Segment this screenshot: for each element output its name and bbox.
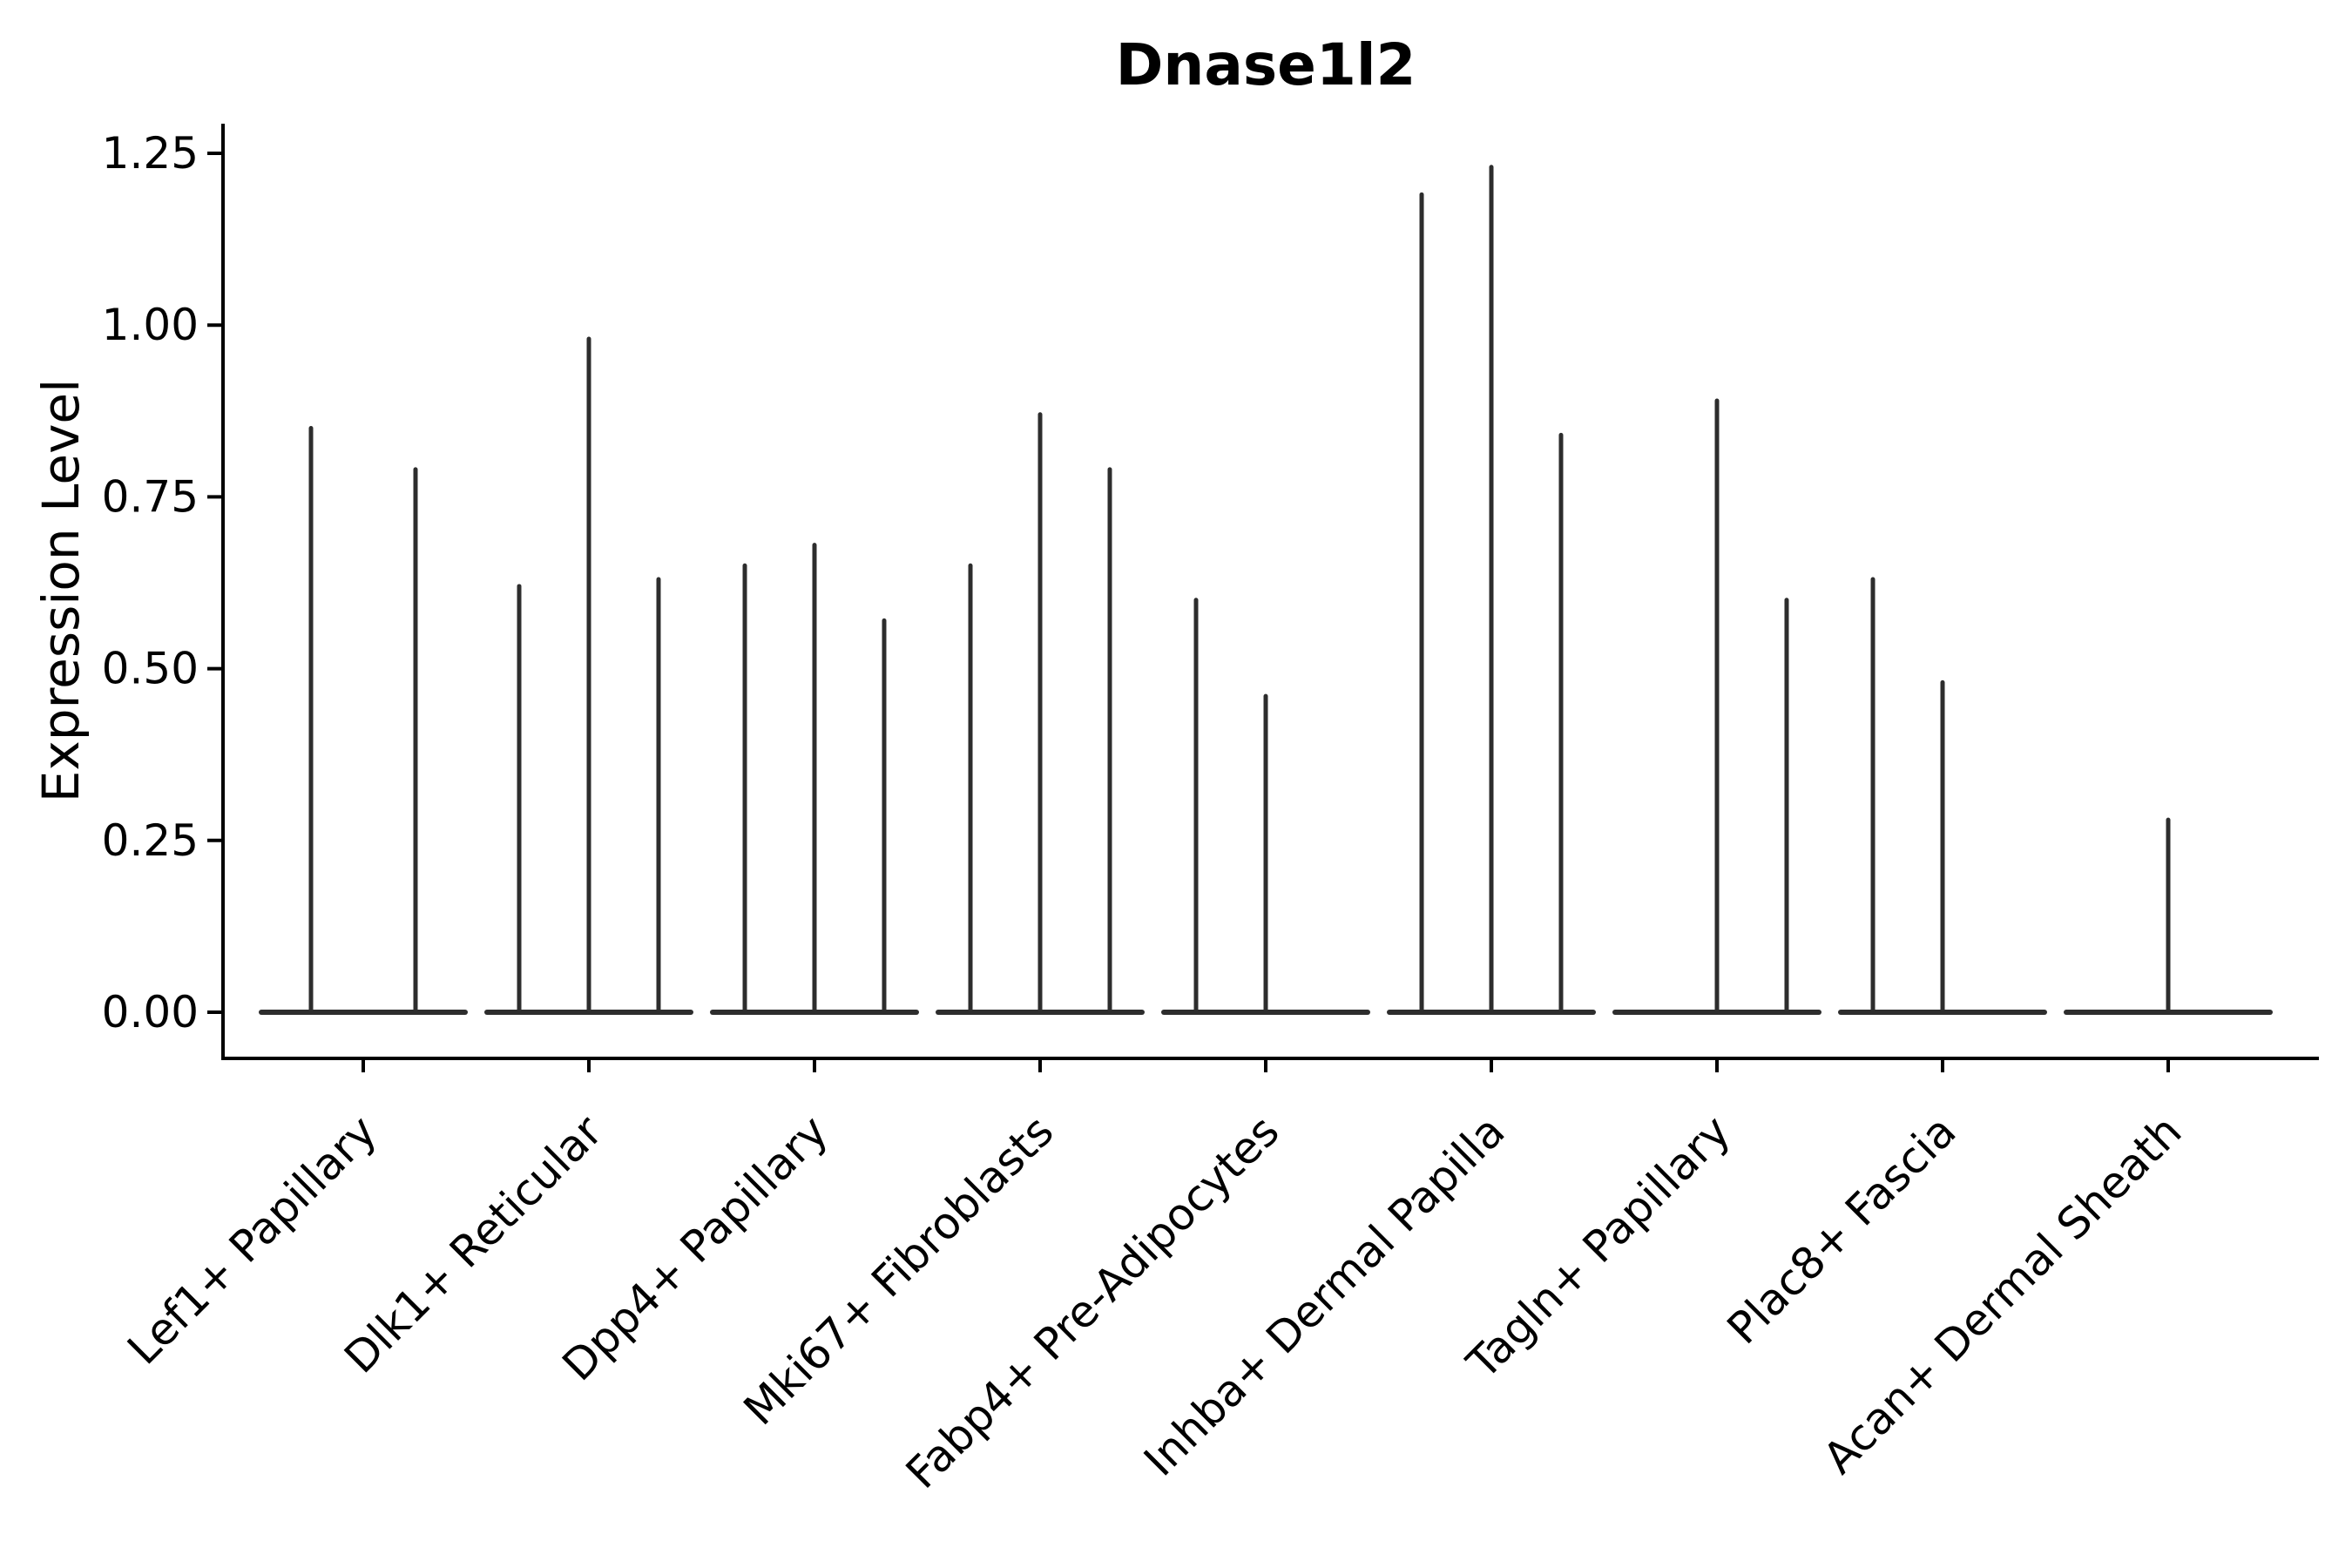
- x-tick-label: Fabp4+ Pre-Adipocytes: [896, 1105, 1289, 1498]
- y-tick-label: 0.50: [102, 644, 199, 694]
- y-tick-label: 1.25: [102, 128, 199, 179]
- x-tick-label: Acan+ Dermal Sheath: [1814, 1105, 2192, 1484]
- y-tick-label: 1.00: [102, 300, 199, 350]
- y-tick-label: 0.25: [102, 815, 199, 866]
- x-tick-label: Plac8+ Fascia: [1718, 1105, 1966, 1354]
- y-tick-label: 0.75: [102, 471, 199, 522]
- x-tick-label: Inhba+ Dermal Papilla: [1134, 1105, 1514, 1485]
- x-tick-label: Lef1+ Papillary: [118, 1105, 386, 1374]
- chart-title: Dnase1l2: [1115, 31, 1416, 98]
- y-tick-label: 0.00: [102, 987, 199, 1037]
